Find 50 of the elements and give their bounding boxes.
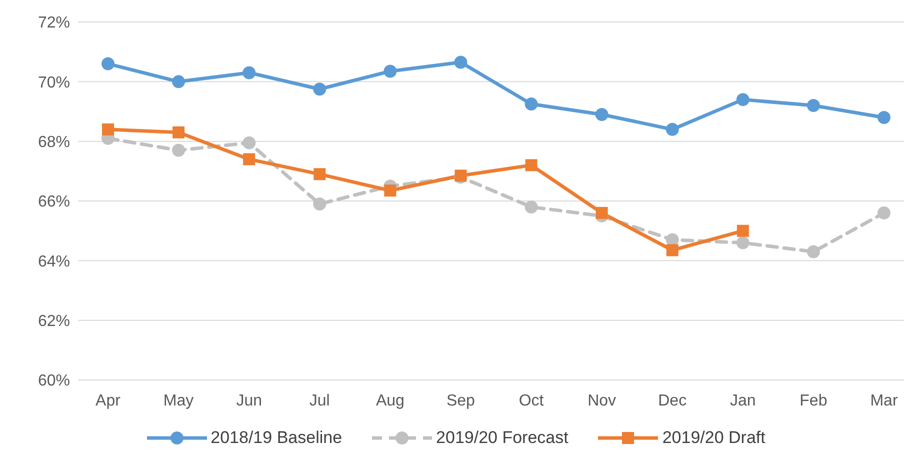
point [243,153,256,166]
point [172,126,185,138]
x-tick-label: Sep [446,392,476,410]
point [806,245,820,258]
point [102,123,114,136]
legend-label: 2019/20 Forecast [436,428,568,448]
y-tick-label: 64% [38,253,70,270]
y-tick-label: 70% [38,74,70,92]
point [524,98,538,111]
point [736,93,750,106]
point [878,206,890,220]
legend-label: 2018/19 Baseline [210,428,342,448]
y-tick-label: 62% [38,313,70,330]
legend-label: 2019/20 Draft [662,428,766,448]
y-tick-label: 72% [38,14,70,32]
point [806,99,820,112]
point [384,184,396,197]
x-tick-label: Jan [730,392,756,410]
x-tick-label: Jul [309,392,330,410]
point [736,224,749,237]
x-tick-label: Aug [376,392,404,410]
y-tick-label: 68% [38,134,70,152]
y-tick-label: 60% [38,372,70,390]
point [595,108,608,121]
x-tick-label: Dec [658,392,687,410]
x-tick-label: Jun [236,392,262,410]
point [666,122,679,136]
x-tick-label: Nov [588,392,616,410]
point [454,56,468,69]
point [736,236,750,250]
point [524,200,538,214]
point [313,82,326,96]
point [384,64,397,78]
x-tick-label: Apr [96,392,122,410]
point [314,168,326,180]
point [102,57,114,70]
x-tick-label: May [163,392,194,410]
point [525,159,538,172]
x-tick-label: Mar [870,392,898,410]
point [242,136,256,150]
point [172,75,186,88]
x-tick-label: Feb [800,392,828,410]
point [596,206,608,219]
point [242,66,256,80]
y-tick-label: 66% [38,194,70,211]
point [313,197,326,210]
point [666,244,678,256]
point [172,144,186,157]
x-tick-label: Oct [518,392,544,410]
point [878,110,890,124]
